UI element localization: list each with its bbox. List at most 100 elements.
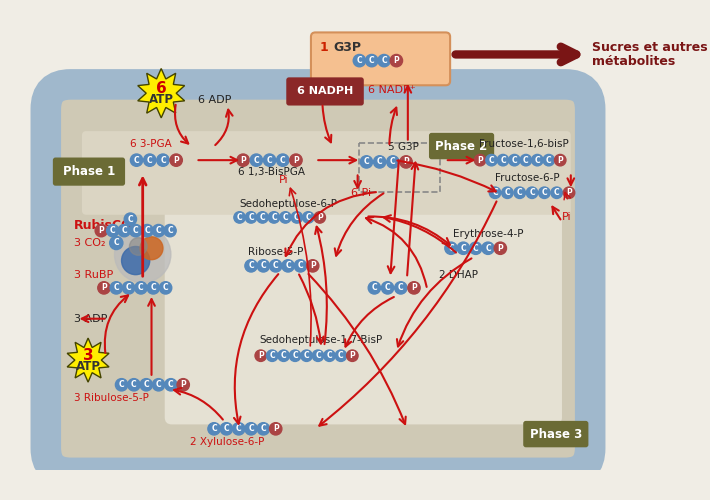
Text: P: P xyxy=(317,213,322,222)
Circle shape xyxy=(532,154,543,166)
Circle shape xyxy=(539,187,550,198)
Circle shape xyxy=(360,156,373,168)
Circle shape xyxy=(307,260,319,272)
Text: ATP: ATP xyxy=(148,93,174,106)
Text: C: C xyxy=(529,188,535,197)
Text: C: C xyxy=(327,351,332,360)
Circle shape xyxy=(135,282,147,294)
Text: C: C xyxy=(283,213,288,222)
Text: C: C xyxy=(131,380,137,390)
Text: P: P xyxy=(557,156,563,164)
Text: C: C xyxy=(492,188,498,197)
Text: C: C xyxy=(461,244,466,252)
Text: C: C xyxy=(377,158,383,166)
Text: C: C xyxy=(381,56,387,65)
Text: C: C xyxy=(390,158,395,166)
FancyBboxPatch shape xyxy=(165,160,562,424)
Text: Ribose-5-P: Ribose-5-P xyxy=(248,247,304,257)
Text: P: P xyxy=(173,156,179,164)
Text: C: C xyxy=(371,284,377,292)
Circle shape xyxy=(373,156,386,168)
Text: C: C xyxy=(155,226,161,235)
Circle shape xyxy=(109,236,123,250)
Text: C: C xyxy=(485,244,491,252)
Text: 6 NADP⁺: 6 NADP⁺ xyxy=(368,84,416,94)
Circle shape xyxy=(98,282,110,294)
Text: C: C xyxy=(121,226,127,235)
Circle shape xyxy=(177,378,190,391)
Polygon shape xyxy=(138,68,185,118)
Text: C: C xyxy=(297,262,303,270)
Circle shape xyxy=(563,187,575,198)
Text: G3P: G3P xyxy=(333,41,361,54)
Text: C: C xyxy=(163,284,168,292)
Circle shape xyxy=(520,154,532,166)
Text: métabolites: métabolites xyxy=(592,55,675,68)
Text: 5 G3P: 5 G3P xyxy=(388,142,418,152)
Text: C: C xyxy=(554,188,559,197)
Text: RubisCO: RubisCO xyxy=(74,219,133,232)
Text: 3: 3 xyxy=(83,348,94,363)
Text: C: C xyxy=(133,226,138,235)
Text: 2 DHAP: 2 DHAP xyxy=(439,270,478,280)
Text: P: P xyxy=(273,424,278,434)
Circle shape xyxy=(160,282,172,294)
Text: Fructose-6-P: Fructose-6-P xyxy=(495,173,559,183)
Circle shape xyxy=(346,350,358,362)
FancyBboxPatch shape xyxy=(53,158,125,186)
Text: C: C xyxy=(315,351,321,360)
Text: Sedoheptulose-6-P: Sedoheptulose-6-P xyxy=(239,199,337,209)
Circle shape xyxy=(95,224,107,237)
Circle shape xyxy=(268,212,280,223)
Circle shape xyxy=(387,156,399,168)
Circle shape xyxy=(301,350,312,362)
Text: 1: 1 xyxy=(320,41,329,54)
Circle shape xyxy=(270,422,282,435)
Circle shape xyxy=(141,224,153,237)
Text: C: C xyxy=(542,188,547,197)
Text: 6 NADPH: 6 NADPH xyxy=(297,86,353,97)
Text: C: C xyxy=(535,156,540,164)
Circle shape xyxy=(147,282,160,294)
FancyBboxPatch shape xyxy=(40,86,586,459)
Text: C: C xyxy=(114,238,119,248)
Circle shape xyxy=(121,246,150,274)
Text: C: C xyxy=(546,156,552,164)
Circle shape xyxy=(551,187,562,198)
Text: C: C xyxy=(138,284,143,292)
Circle shape xyxy=(153,224,165,237)
Circle shape xyxy=(280,212,291,223)
Circle shape xyxy=(291,212,302,223)
Text: C: C xyxy=(133,156,139,164)
Circle shape xyxy=(257,422,270,435)
Circle shape xyxy=(220,422,233,435)
Text: 3 Ribulose-5-P: 3 Ribulose-5-P xyxy=(74,393,149,403)
Circle shape xyxy=(482,242,494,254)
Circle shape xyxy=(118,224,131,237)
FancyBboxPatch shape xyxy=(523,421,589,448)
Circle shape xyxy=(543,154,555,166)
Text: Sucres et autres: Sucres et autres xyxy=(592,41,708,54)
Circle shape xyxy=(270,260,282,272)
Text: C: C xyxy=(128,214,133,224)
Circle shape xyxy=(457,242,469,254)
Text: P: P xyxy=(240,156,246,164)
Text: C: C xyxy=(248,213,254,222)
Text: Fructose-1,6-bisP: Fructose-1,6-bisP xyxy=(479,140,569,149)
Circle shape xyxy=(234,212,246,223)
Text: Sedoheptulose-1,7-BisP: Sedoheptulose-1,7-BisP xyxy=(260,335,383,345)
Text: P: P xyxy=(393,56,399,65)
Circle shape xyxy=(124,213,136,226)
Text: 3 CO₂: 3 CO₂ xyxy=(74,238,106,248)
Text: P: P xyxy=(99,226,104,235)
Text: C: C xyxy=(369,56,375,65)
Circle shape xyxy=(314,212,325,223)
Text: 6 Pi: 6 Pi xyxy=(351,188,371,198)
Text: C: C xyxy=(253,156,259,164)
Circle shape xyxy=(391,54,403,67)
Text: Phase 1: Phase 1 xyxy=(63,165,115,178)
Text: C: C xyxy=(267,156,273,164)
Text: 6 3-PGA: 6 3-PGA xyxy=(131,140,172,149)
Circle shape xyxy=(494,242,506,254)
Circle shape xyxy=(408,282,420,294)
